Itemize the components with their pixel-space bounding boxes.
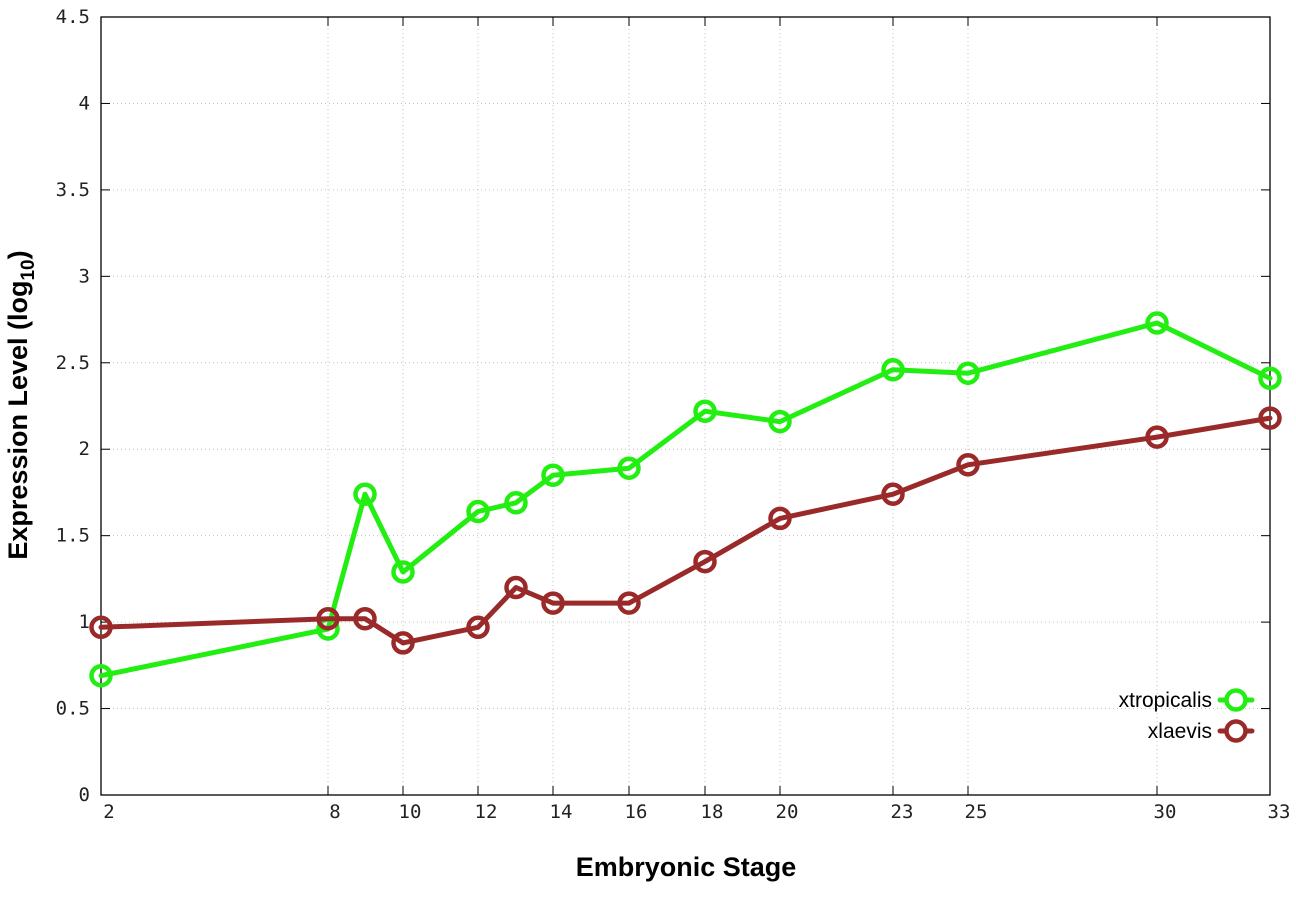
y-tick-label: 4 bbox=[79, 92, 90, 114]
x-tick-label: 8 bbox=[329, 801, 340, 823]
data-point-xlaevis bbox=[881, 482, 905, 506]
legend-marker-xtropicalis bbox=[1224, 688, 1248, 712]
x-tick-label: 12 bbox=[475, 801, 498, 823]
y-tick-labels: 0 0.5 1 1.5 2 2.5 3 3.5 4 4.5 bbox=[56, 6, 90, 806]
x-axis-title: Embryonic Stage bbox=[576, 852, 797, 882]
data-point-xtropicalis bbox=[956, 361, 980, 385]
data-point-xlaevis bbox=[504, 575, 528, 600]
y-axis-title-close: ) bbox=[3, 250, 33, 259]
data-point-xtropicalis bbox=[693, 399, 717, 423]
x-tick-label: 20 bbox=[776, 801, 799, 823]
y-tick-label: 3 bbox=[79, 265, 90, 287]
y-tick-label: 1.5 bbox=[56, 525, 90, 547]
legend-marker-xlaevis bbox=[1224, 719, 1248, 743]
data-point-xlaevis bbox=[768, 506, 792, 531]
x-tick-label: 30 bbox=[1154, 801, 1177, 823]
x-tick-label: 33 bbox=[1268, 801, 1291, 823]
plot-frame bbox=[100, 16, 1271, 796]
data-point-xtropicalis bbox=[466, 499, 490, 524]
data-point-xlaevis bbox=[956, 453, 980, 477]
axes bbox=[100, 16, 1271, 796]
grid bbox=[101, 17, 1270, 795]
data-point-xlaevis bbox=[353, 606, 377, 631]
y-axis-title-main: Expression Level (log bbox=[3, 281, 33, 560]
data-point-xtropicalis bbox=[1145, 311, 1169, 335]
y-tick-label: 2 bbox=[79, 438, 90, 460]
data-point-xlaevis bbox=[693, 549, 717, 574]
x-tick-label: 23 bbox=[891, 801, 914, 823]
data-point-xtropicalis bbox=[617, 456, 641, 480]
legend-label-xlaevis: xlaevis bbox=[1148, 720, 1212, 743]
data-point-xtropicalis bbox=[89, 663, 113, 688]
data-point-xlaevis bbox=[1145, 425, 1169, 449]
y-tick-label: 4.5 bbox=[56, 6, 90, 28]
series-layer bbox=[89, 311, 1282, 688]
data-point-xtropicalis bbox=[881, 357, 905, 382]
data-point-xtropicalis bbox=[768, 409, 792, 434]
data-point-xlaevis bbox=[391, 631, 415, 655]
data-point-xtropicalis bbox=[1258, 366, 1282, 391]
x-tick-label: 14 bbox=[550, 801, 573, 823]
x-tick-label: 18 bbox=[701, 801, 724, 823]
legend: xtropicalis xlaevis bbox=[1119, 688, 1255, 743]
data-point-xlaevis bbox=[541, 591, 565, 615]
data-point-xtropicalis bbox=[391, 560, 415, 584]
x-tick-label: 25 bbox=[965, 801, 988, 823]
data-point-xlaevis bbox=[316, 606, 340, 631]
y-tick-label: 1 bbox=[79, 611, 90, 633]
y-tick-label: 0.5 bbox=[56, 698, 90, 720]
x-tick-label: 16 bbox=[625, 801, 648, 823]
data-point-xlaevis bbox=[1258, 406, 1282, 430]
data-point-xtropicalis bbox=[504, 491, 528, 515]
legend-label-xtropicalis: xtropicalis bbox=[1119, 689, 1212, 712]
y-tick-label: 3.5 bbox=[56, 179, 90, 201]
y-axis-title-subscript: 10 bbox=[18, 259, 39, 280]
data-point-xlaevis bbox=[466, 615, 490, 640]
y-tick-label: 2.5 bbox=[56, 352, 90, 374]
y-axis-title: Expression Level (log10) bbox=[3, 250, 39, 559]
x-tick-labels: 2 8 10 12 14 16 18 20 23 25 30 33 bbox=[103, 801, 1290, 823]
y-tick-label: 0 bbox=[79, 784, 90, 806]
x-tick-label: 2 bbox=[103, 801, 114, 823]
data-point-xtropicalis bbox=[541, 463, 565, 487]
series-line-xtropicalis bbox=[98, 320, 1273, 679]
x-tick-label: 10 bbox=[399, 801, 422, 823]
data-point-xlaevis bbox=[617, 591, 641, 615]
data-point-xlaevis bbox=[89, 615, 113, 640]
data-point-xtropicalis bbox=[353, 482, 377, 506]
